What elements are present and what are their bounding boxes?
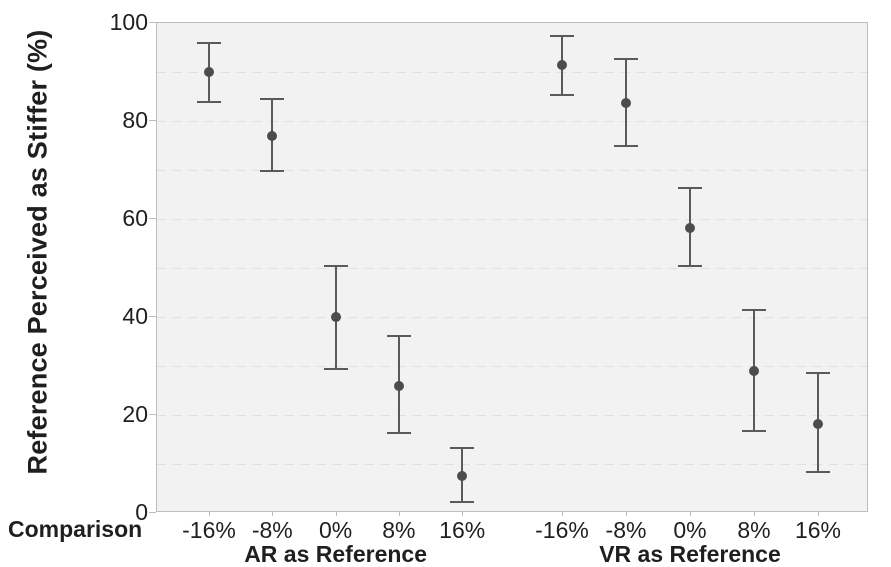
- gridline-10: [157, 463, 867, 465]
- x-tick-mark: [209, 512, 210, 516]
- x-tick-mark: [272, 512, 274, 516]
- error-bar-cap-top: [550, 34, 574, 37]
- error-bar-cap-bottom: [806, 470, 830, 473]
- x-tick-mark: [690, 512, 691, 516]
- mean-point-dot: [813, 419, 823, 430]
- plot-area: [156, 22, 868, 512]
- y-tick-label: 100: [109, 9, 148, 35]
- error-bar-cap-top: [450, 447, 475, 450]
- y-axis-title: Reference Perceived as Stiffer (%): [22, 29, 53, 475]
- y-tick-label: 60: [122, 205, 148, 231]
- x-tick-label: -16%: [535, 517, 589, 543]
- error-bar-cap-top: [197, 41, 221, 44]
- gridline-50: [157, 267, 867, 269]
- error-bar-cap-top: [806, 372, 830, 375]
- x-tick-mark: [562, 512, 563, 516]
- x-tick-label: 16%: [794, 517, 842, 543]
- y-tick-label: 80: [122, 107, 148, 133]
- x-tick-mark: [335, 512, 337, 516]
- x-axis-group-label: VR as Reference: [599, 541, 781, 567]
- x-tick-label: 16%: [439, 517, 486, 543]
- error-bar-cap-bottom: [678, 265, 702, 268]
- error-bar-cap-top: [323, 265, 348, 268]
- mean-point-dot: [557, 59, 567, 70]
- gridline-60: [157, 218, 867, 220]
- x-tick-label: 0%: [318, 517, 353, 543]
- y-tick-label: 20: [122, 401, 148, 427]
- gridline-30: [157, 365, 867, 367]
- x-tick-label: -8%: [605, 517, 647, 543]
- x-tick-label: 0%: [673, 517, 707, 543]
- x-tick-label: 8%: [737, 517, 771, 543]
- error-bar-cap-bottom: [550, 93, 574, 96]
- gridline-80: [157, 120, 867, 122]
- x-tick-mark: [462, 512, 464, 516]
- error-bar-cap-top: [742, 309, 766, 312]
- x-tick-mark: [398, 512, 400, 516]
- y-tick-label: 0: [135, 499, 148, 525]
- mean-point-dot: [393, 380, 404, 391]
- error-bar-cap-bottom: [450, 501, 475, 504]
- error-bar-cap-bottom: [742, 430, 766, 433]
- gridline-70: [157, 169, 867, 171]
- mean-point-dot: [457, 471, 468, 482]
- y-tick-mark: [149, 120, 156, 121]
- x-tick-mark: [626, 512, 627, 516]
- mean-point-dot: [204, 67, 214, 78]
- x-tick-mark: [754, 512, 755, 516]
- x-axis-corner-label: Comparison: [8, 516, 143, 542]
- mean-point-dot: [267, 131, 278, 142]
- x-axis-group-label: AR as Reference: [244, 541, 427, 567]
- x-tick-label: 8%: [382, 517, 416, 543]
- error-bar-cap-bottom: [386, 432, 411, 435]
- y-tick-mark: [149, 22, 156, 23]
- error-bar-cap-top: [678, 187, 702, 190]
- gridline-20: [157, 414, 867, 416]
- error-bar-cap-bottom: [260, 170, 285, 173]
- x-tick-label: -8%: [251, 517, 293, 543]
- y-tick-label: 40: [122, 303, 148, 329]
- error-bar-cap-top: [386, 335, 411, 338]
- error-bar-cap-bottom: [614, 145, 638, 148]
- error-bar-cap-bottom: [197, 101, 221, 104]
- error-bar-cap-top: [614, 58, 638, 61]
- gridline-40: [157, 316, 867, 318]
- mean-point-dot: [330, 312, 341, 323]
- mean-point-dot: [749, 366, 759, 377]
- error-bar-cap-bottom: [323, 367, 348, 370]
- x-tick-label: -16%: [182, 517, 236, 543]
- y-tick-mark: [149, 218, 156, 219]
- mean-point-dot: [685, 223, 695, 234]
- x-tick-mark: [818, 512, 819, 516]
- y-tick-mark: [149, 316, 156, 317]
- mean-point-dot: [621, 98, 631, 109]
- y-tick-mark: [149, 414, 156, 415]
- error-bar-cap-top: [260, 98, 285, 101]
- y-tick-mark: [149, 512, 156, 513]
- gridline-90: [157, 71, 867, 73]
